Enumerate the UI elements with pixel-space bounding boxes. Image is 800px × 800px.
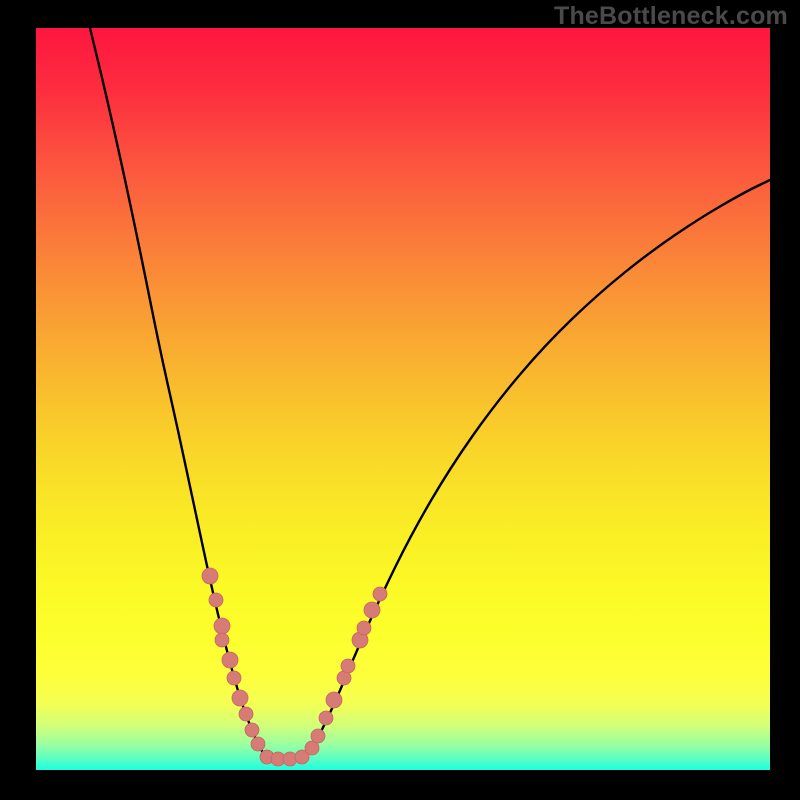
- scatter-marker: [245, 723, 259, 737]
- scatter-marker: [202, 568, 218, 584]
- scatter-markers: [202, 568, 387, 766]
- scatter-marker: [214, 618, 230, 634]
- scatter-marker: [239, 707, 253, 721]
- curve-left-branch: [90, 28, 265, 756]
- scatter-marker: [341, 659, 355, 673]
- scatter-marker: [311, 729, 325, 743]
- scatter-marker: [326, 692, 342, 708]
- watermark-text: TheBottleneck.com: [554, 2, 788, 31]
- scatter-marker: [215, 633, 229, 647]
- scatter-marker: [251, 737, 265, 751]
- scatter-marker: [232, 690, 248, 706]
- scatter-marker: [357, 621, 371, 635]
- scatter-marker: [222, 652, 238, 668]
- scatter-marker: [227, 671, 241, 685]
- scatter-marker: [364, 602, 380, 618]
- scatter-marker: [209, 593, 223, 607]
- curve-right-branch: [306, 180, 770, 756]
- scatter-marker: [373, 587, 387, 601]
- chart-svg: [0, 0, 800, 800]
- scatter-marker: [319, 711, 333, 725]
